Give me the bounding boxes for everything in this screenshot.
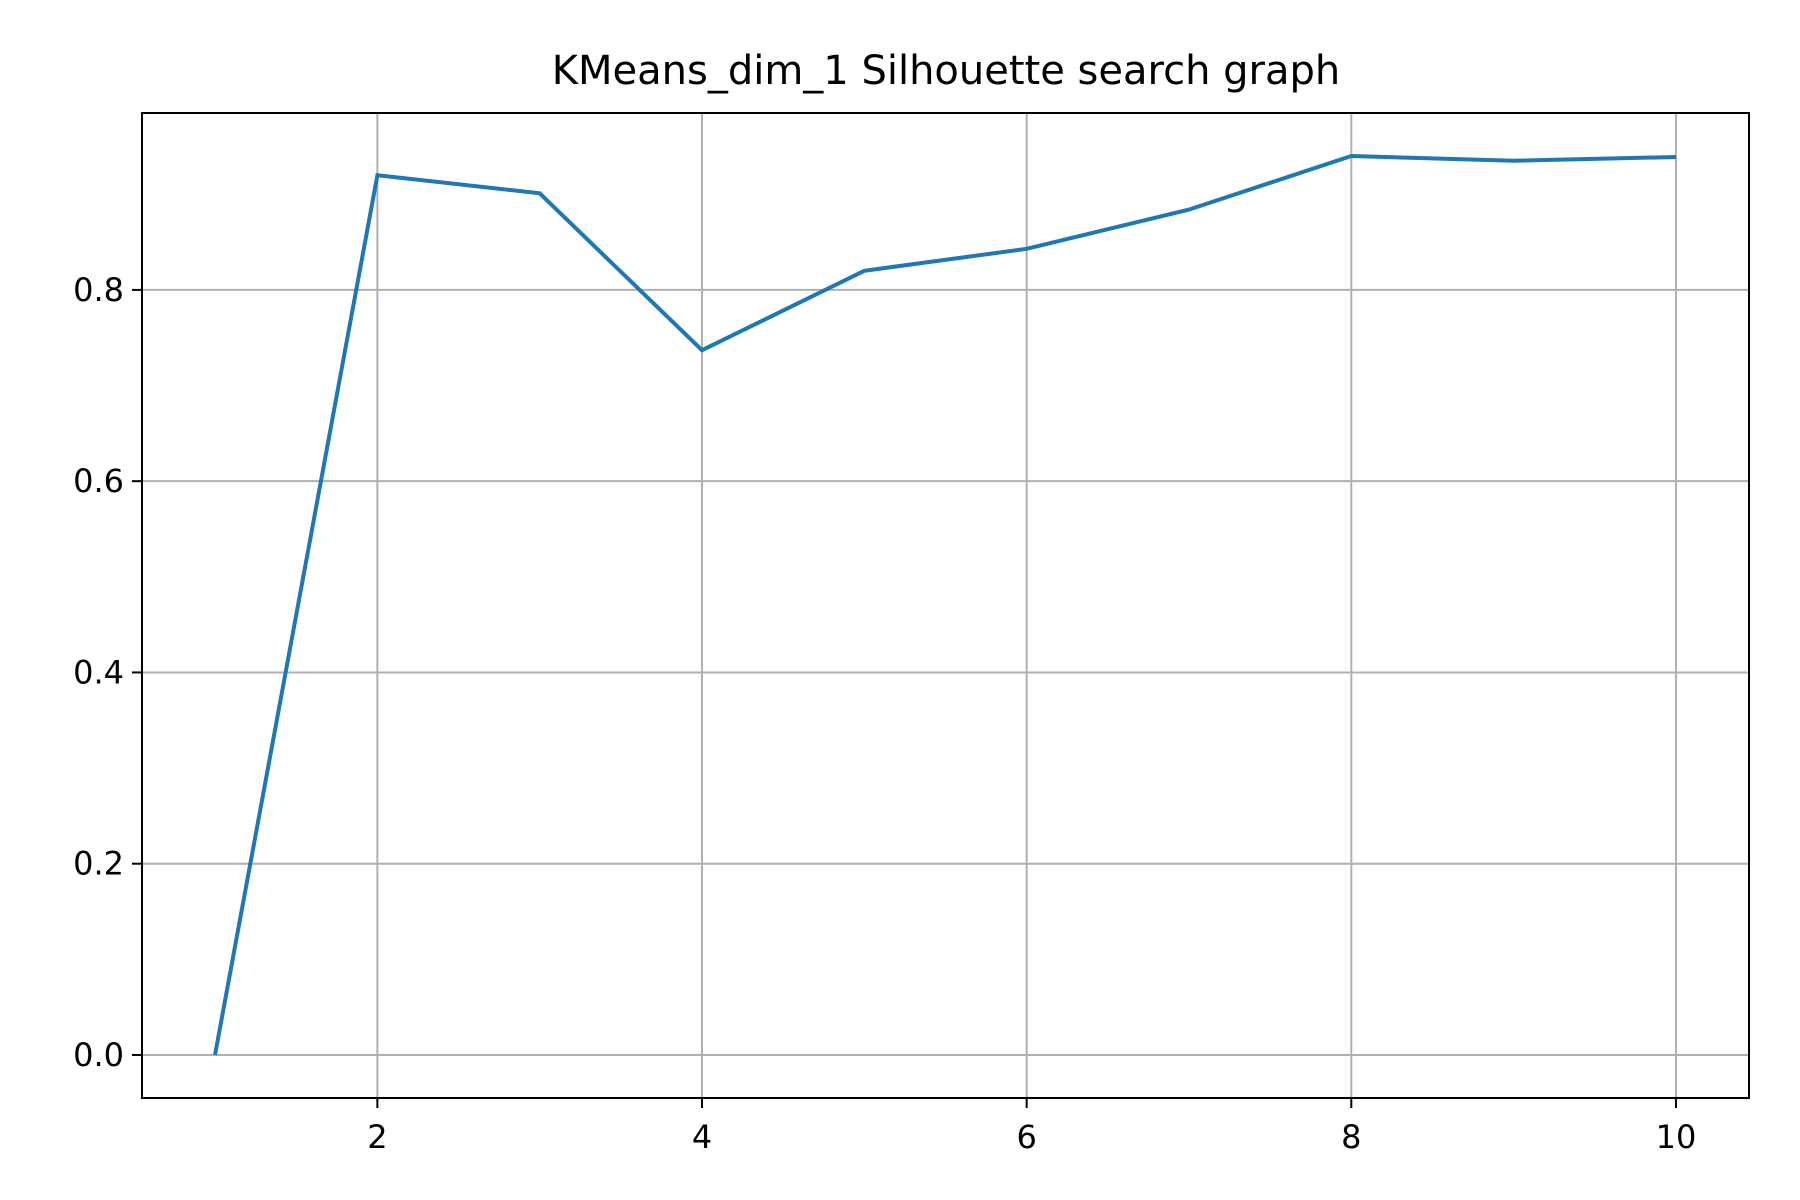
x-tick-label: 10 (1656, 1118, 1697, 1156)
axes: 2 4 6 8 10 0.0 0.2 0.4 0.6 0.8 (73, 271, 1696, 1156)
y-tick-label: 0.8 (73, 271, 124, 309)
y-tick-label: 0.6 (73, 462, 124, 500)
plot-frame (141, 112, 1750, 1099)
x-tick-label: 2 (367, 1118, 387, 1156)
chart-title: KMeans_dim_1 Silhouette search graph (552, 48, 1340, 94)
x-tick-label: 4 (692, 1118, 712, 1156)
y-tick-label: 0.0 (73, 1036, 124, 1074)
series-line (213, 153, 1677, 1056)
x-tick-label: 6 (1016, 1118, 1036, 1156)
series-layer (213, 153, 1677, 1056)
grid (142, 113, 1749, 1098)
y-tick-label: 0.2 (73, 845, 124, 883)
y-tick-label: 0.4 (73, 653, 124, 691)
x-tick-label: 8 (1341, 1118, 1361, 1156)
